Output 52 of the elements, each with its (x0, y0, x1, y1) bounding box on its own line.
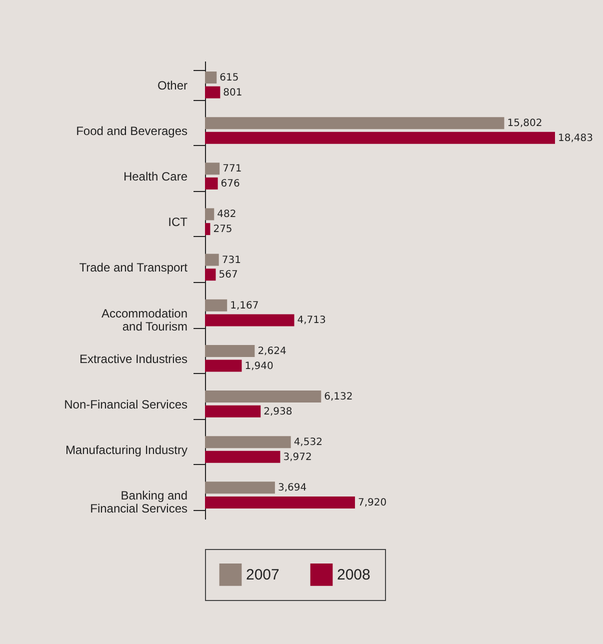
bar (205, 162, 220, 175)
bar (205, 344, 255, 357)
bar (205, 314, 294, 326)
data-label: 275 (213, 224, 232, 236)
data-label: 4,532 (294, 437, 322, 448)
data-label: 482 (217, 209, 236, 220)
bar (205, 117, 504, 130)
bar (205, 268, 216, 281)
bar (205, 450, 280, 463)
bar (205, 177, 218, 190)
legend-label: 2008 (337, 566, 370, 584)
bar (205, 254, 219, 266)
y-tick-label: Non-Financial Services (64, 397, 188, 412)
bar (205, 299, 228, 312)
bar (205, 482, 275, 494)
bar (205, 223, 210, 236)
data-label: 18,483 (558, 132, 593, 144)
bar (205, 436, 291, 448)
data-label: 1,940 (244, 360, 274, 372)
bar (205, 72, 217, 84)
y-tick-label: Manufacturing Industry (65, 443, 188, 458)
data-label: 6,132 (324, 392, 353, 403)
data-label: 2,624 (258, 346, 286, 357)
y-tick-label: Health Care (123, 170, 188, 184)
data-label: 2,938 (264, 406, 292, 418)
bar (205, 405, 261, 418)
y-tick-label: Accommodation and Tourism (101, 306, 188, 334)
data-label: 731 (222, 254, 241, 266)
data-label: 615 (220, 72, 239, 84)
data-label: 1,167 (230, 300, 259, 312)
data-label: 4,713 (297, 315, 326, 326)
data-label: 7,920 (358, 497, 387, 508)
data-label: 15,802 (507, 118, 542, 130)
y-tick-label: Banking and Financial Services (90, 488, 188, 516)
y-tick-label: ICT (168, 215, 188, 230)
y-tick-label: Extractive Industries (79, 352, 188, 366)
bar (205, 132, 555, 144)
data-label: 771 (222, 164, 242, 175)
legend-label: 2007 (246, 566, 280, 584)
y-tick-label: Food and Beverages (76, 124, 188, 138)
bar (205, 86, 220, 98)
bar (205, 390, 322, 403)
y-tick-label: Trade and Transport (79, 260, 188, 275)
data-label: 3,694 (278, 482, 307, 494)
bar (205, 360, 242, 372)
data-label: 801 (223, 87, 242, 98)
data-label: 3,972 (283, 452, 312, 463)
data-label: 567 (218, 270, 238, 281)
bar (205, 208, 214, 220)
bar (205, 496, 355, 508)
data-label: 676 (220, 178, 240, 190)
y-tick-label: Other (157, 78, 188, 92)
